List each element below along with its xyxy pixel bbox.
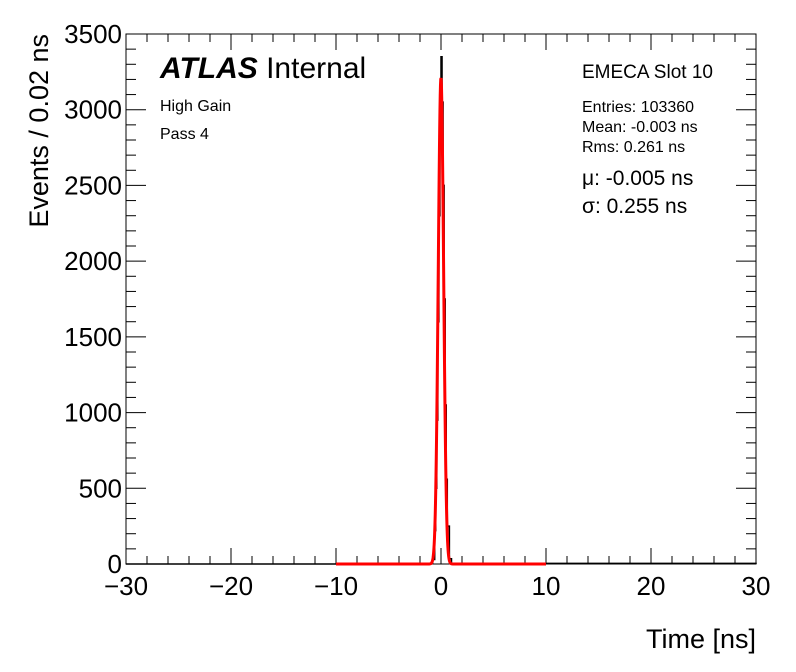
y-tick-label: 2000 <box>64 246 122 276</box>
y-tick-label: 1500 <box>64 322 122 352</box>
x-axis-title: Time [ns] <box>646 624 756 654</box>
x-tick-label: −30 <box>104 571 148 601</box>
y-tick-label: 3500 <box>64 19 122 49</box>
y-tick-label: 3000 <box>64 95 122 125</box>
atlas-logo: ATLAS Internal <box>160 52 366 86</box>
pass-label: Pass 4 <box>160 126 209 143</box>
axis-text-layer: −30 −20 −10 0 10 20 30 0 500 1000 1500 2000 2500 3000… <box>24 19 770 654</box>
x-tick-label: 0 <box>434 571 448 601</box>
gaussian-fit-curve <box>336 77 546 566</box>
slot-title: EMECA Slot 10 <box>582 62 713 83</box>
data-layer <box>126 55 757 566</box>
y-tick-label: 0 <box>108 549 122 579</box>
y-axis-title: Events / 0.02 ns <box>24 34 54 228</box>
atlas-word: ATLAS <box>160 52 258 85</box>
stats-entries: Entries: 103360 <box>582 99 695 116</box>
atlas-suffix: Internal <box>257 52 367 85</box>
stats-rms: Rms: 0.261 ns <box>582 139 686 156</box>
y-tick-label: 2500 <box>64 170 122 200</box>
x-tick-label: 20 <box>637 571 666 601</box>
x-tick-label: 30 <box>742 571 771 601</box>
axis-ticks-layer <box>125 33 757 565</box>
fit-sigma-label: σ: 0.255 ns <box>582 195 688 218</box>
gain-label: High Gain <box>160 98 232 115</box>
y-tick-label: 1000 <box>64 398 122 428</box>
y-tick-label: 500 <box>79 473 122 503</box>
stats-mean: Mean: -0.003 ns <box>582 119 698 136</box>
x-tick-label: −10 <box>314 571 358 601</box>
x-tick-label: 10 <box>532 571 561 601</box>
fit-mu-label: μ: -0.005 ns <box>582 167 694 190</box>
x-tick-label: −20 <box>209 571 253 601</box>
